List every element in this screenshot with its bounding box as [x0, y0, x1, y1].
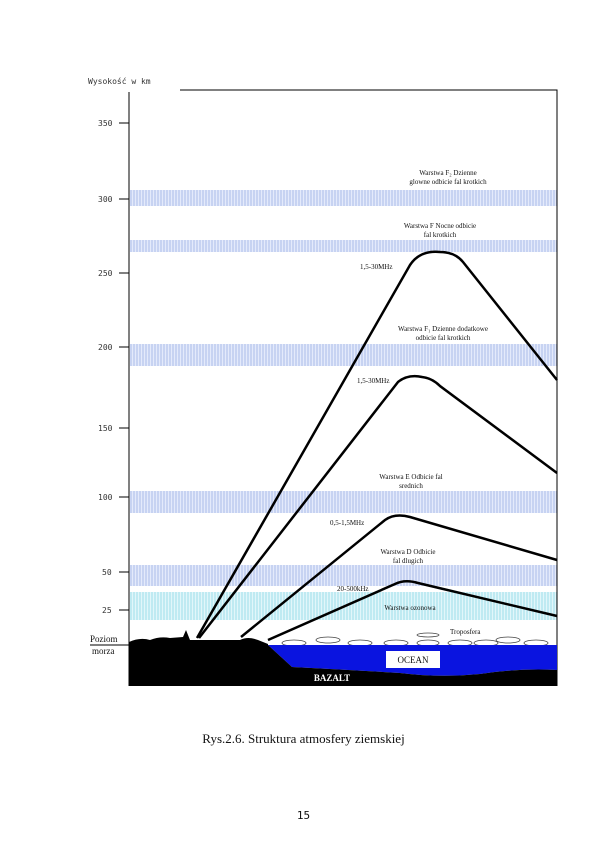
layer-f1-label: Warstwa F₁ Dzienne dodatkowe [398, 325, 488, 333]
ray-label: 1,5-30MHz [360, 263, 392, 271]
band-f [130, 240, 557, 252]
layer-f-label: fal krotkich [424, 231, 457, 239]
ocean-label: OCEAN [398, 655, 429, 665]
figure-caption: Rys.2.6. Struktura atmosfery ziemskiej [202, 731, 405, 746]
frame [180, 89, 558, 686]
band-f1 [130, 344, 557, 366]
tick-label: 50 [102, 568, 112, 577]
ocean-box [386, 651, 440, 668]
ray-label: 0,5-1,5MHz [330, 519, 364, 527]
layer-f-label: Warstwa F Nocne odbicie [404, 222, 476, 230]
basalt-label: BAZALT [314, 673, 350, 683]
ray-f1 [198, 374, 558, 639]
layer-e-label: Warstwa E Odbicie fal [379, 473, 442, 481]
layer-f1-label: odbicie fal krotkich [416, 334, 471, 342]
ray-e [240, 514, 558, 638]
y-axis-label: Wysokość w km [88, 76, 151, 86]
band-d [130, 565, 557, 586]
ray-label: 1,5-30MHz [357, 377, 389, 385]
layer-e-label: srednich [399, 482, 423, 490]
troposphere-label: Troposfera [450, 628, 481, 636]
band-f2 [130, 190, 557, 206]
layer-d-label: Warstwa D Odbicie [380, 548, 435, 556]
layer-f2-label: Warstwa F₂ Dzienne [419, 169, 476, 177]
ticks: 350 300 250 200 150 100 50 25 [98, 119, 129, 615]
layer-d-label: fal dlugich [393, 557, 424, 565]
tick-label: 350 [98, 119, 113, 128]
ray-d [267, 580, 558, 642]
clouds [281, 632, 549, 647]
ray-label: 20-500kHz [337, 585, 369, 593]
sea-level-label: Poziom [90, 634, 118, 644]
tick-label: 100 [98, 493, 113, 502]
layer-f2-label: glowne odbicie fal krotkich [409, 178, 487, 186]
tick-label: 150 [98, 424, 113, 433]
tick-label: 200 [98, 343, 113, 352]
band-e [130, 491, 557, 513]
tick-label: 250 [98, 269, 113, 278]
ozone-label: Warstwa ozonowa [384, 604, 436, 612]
tick-label: 25 [102, 606, 112, 615]
ray-f [195, 250, 558, 639]
tick-label: 300 [98, 195, 113, 204]
sea-level-label: morza [92, 646, 115, 656]
basalt [129, 645, 557, 686]
page-number: 15 [296, 809, 311, 822]
